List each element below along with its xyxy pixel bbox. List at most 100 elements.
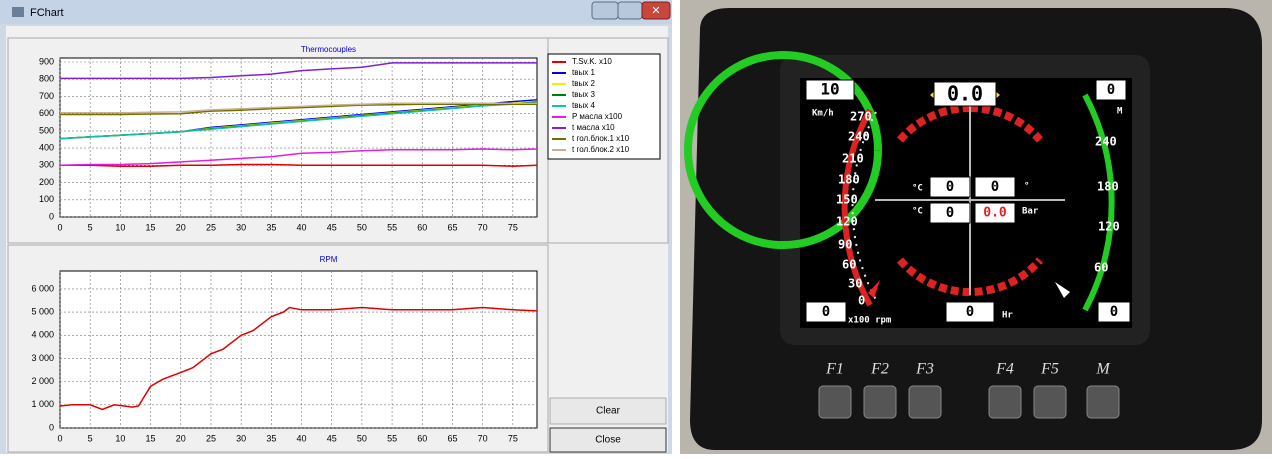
maximize-button[interactable] [618, 2, 642, 19]
x-tick-label: 55 [387, 222, 397, 232]
y-tick-label: 900 [39, 56, 54, 66]
hours-unit: Hr [1002, 311, 1013, 321]
key-button[interactable] [1087, 386, 1119, 418]
x-tick-label: 15 [146, 222, 156, 232]
pressure-unit: Bar [1022, 207, 1039, 217]
y-tick-label: 5 000 [31, 306, 54, 316]
bottom-right-value: 0 [1110, 304, 1118, 320]
depth-unit: M [1117, 107, 1123, 117]
x-tick-label: 70 [478, 433, 488, 443]
x-tick-label: 0 [57, 433, 62, 443]
depth-value: 0 [1107, 82, 1115, 98]
y-tick-label: 200 [39, 177, 54, 187]
x-tick-label: 45 [327, 222, 337, 232]
y-tick-label: 0 [49, 211, 54, 221]
chart-title: Thermocouples [301, 45, 356, 54]
y-tick-label: 100 [39, 194, 54, 204]
close-label: Close [595, 435, 621, 446]
x-tick-label: 45 [327, 433, 337, 443]
key-button[interactable] [1034, 386, 1066, 418]
x-tick-label: 20 [176, 222, 186, 232]
close-icon: ✕ [651, 5, 660, 17]
scale-label: 30 [848, 277, 862, 291]
scale-label: 240 [1095, 135, 1117, 149]
scale-label: 180 [1097, 180, 1119, 194]
temp-unit: °C [912, 207, 923, 217]
y-tick-label: 4 000 [31, 330, 54, 340]
app-icon [12, 7, 24, 17]
x-tick-label: 40 [297, 222, 307, 232]
scale-label: 150 [836, 193, 858, 207]
plot-area [60, 271, 537, 428]
temp-unit: °C [912, 184, 923, 194]
x-tick-label: 5 [88, 222, 93, 232]
screen: FChart ✕ Clear Close Thermocouples010020… [0, 0, 1272, 454]
x-tick-label: 15 [146, 433, 156, 443]
temp-unit: ° [1024, 182, 1029, 192]
speed-value: 10 [820, 80, 839, 99]
scale-label: 180 [838, 173, 860, 187]
key-label: F3 [915, 361, 934, 378]
x-tick-label: 75 [508, 433, 518, 443]
x-tick-label: 65 [447, 433, 457, 443]
x-tick-label: 50 [357, 222, 367, 232]
key-button[interactable] [989, 386, 1021, 418]
minimize-button[interactable] [592, 2, 618, 19]
key-label: F5 [1040, 361, 1059, 378]
y-tick-label: 600 [39, 108, 54, 118]
key-button[interactable] [819, 386, 851, 418]
scale-label: 60 [842, 258, 856, 272]
chart-title: RPM [320, 255, 338, 264]
x-tick-label: 10 [115, 222, 125, 232]
top-value: 0.0 [947, 82, 983, 106]
key-button[interactable] [909, 386, 941, 418]
y-tick-label: 400 [39, 142, 54, 152]
clear-label: Clear [596, 406, 621, 417]
scale-label: 90 [838, 238, 852, 252]
key-label: F2 [870, 361, 889, 378]
title-bar [0, 0, 672, 24]
legend-label: tвых 1 [572, 68, 595, 77]
legend-label: tвых 2 [572, 79, 595, 88]
scale-label: 0 [858, 294, 865, 308]
hours-value: 0 [966, 304, 974, 320]
x-tick-label: 40 [297, 433, 307, 443]
y-tick-label: 1 000 [31, 399, 54, 409]
legend-label: tвых 4 [572, 101, 595, 110]
scale-label: 240 [848, 130, 870, 144]
speed-unit: Km/h [812, 109, 834, 119]
legend-label: P масла x100 [572, 112, 623, 121]
key-label: F4 [995, 361, 1014, 378]
x-tick-label: 25 [206, 433, 216, 443]
x-tick-label: 30 [236, 222, 246, 232]
x-tick-label: 75 [508, 222, 518, 232]
key-button[interactable] [864, 386, 896, 418]
scale-label: 120 [1098, 220, 1120, 234]
temp-left: 0 [946, 179, 954, 195]
y-tick-label: 700 [39, 91, 54, 101]
x-tick-label: 60 [417, 222, 427, 232]
scale-label: 210 [842, 152, 864, 166]
y-tick-label: 300 [39, 160, 54, 170]
y-tick-label: 0 [49, 422, 54, 432]
x-tick-label: 0 [57, 222, 62, 232]
x-tick-label: 55 [387, 433, 397, 443]
key-label: M [1095, 361, 1111, 378]
legend-label: t гол.блок.1 x10 [572, 134, 630, 143]
x-tick-label: 30 [236, 433, 246, 443]
x-tick-label: 35 [266, 433, 276, 443]
x-tick-label: 35 [266, 222, 276, 232]
y-tick-label: 800 [39, 74, 54, 84]
x-tick-label: 20 [176, 433, 186, 443]
oil-pressure: 0.0 [983, 206, 1007, 221]
plot-area [60, 58, 537, 217]
legend-label: T.Sv.K. x10 [572, 57, 612, 66]
window-title: FChart [30, 7, 64, 19]
key-label: F1 [825, 361, 844, 378]
x-tick-label: 65 [447, 222, 457, 232]
scale-label: 60 [1094, 261, 1108, 275]
legend-label: tвых 3 [572, 90, 595, 99]
legend-label: t масла x10 [572, 123, 615, 132]
scale-label: 270 [850, 110, 872, 124]
x-tick-label: 50 [357, 433, 367, 443]
